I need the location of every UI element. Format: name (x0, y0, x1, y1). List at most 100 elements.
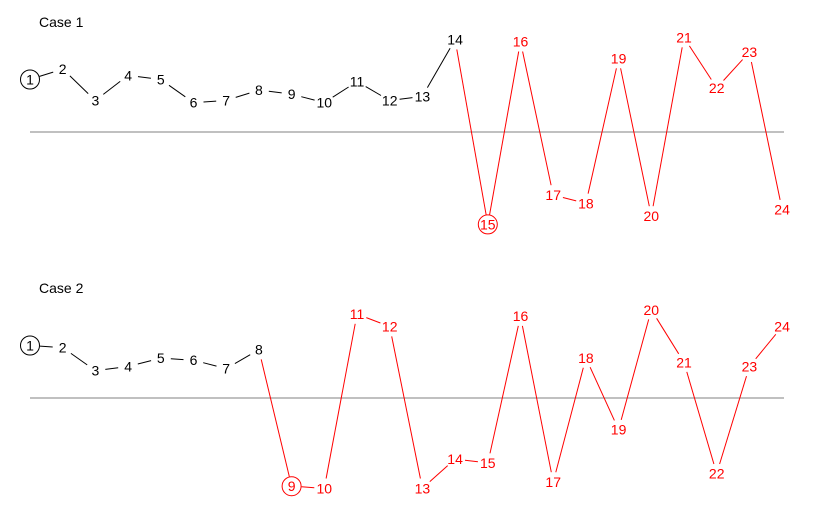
point-label-20: 20 (644, 208, 660, 224)
point-label-15: 15 (480, 455, 496, 471)
point-label-20: 20 (644, 302, 660, 318)
point-label-3: 3 (92, 93, 100, 109)
segment-14-15 (456, 49, 487, 215)
segment-20-21 (652, 47, 683, 207)
segment-23-24 (755, 333, 777, 360)
case-2-segments (39, 317, 777, 489)
point-label-16: 16 (513, 34, 529, 50)
point-label-11: 11 (350, 74, 365, 90)
point-label-12: 12 (382, 319, 398, 335)
point-label-10: 10 (317, 480, 333, 496)
point-label-4: 4 (124, 359, 132, 375)
point-label-12: 12 (382, 93, 398, 109)
point-label-17: 17 (545, 187, 561, 203)
point-circle-9 (281, 476, 302, 497)
point-label-22: 22 (709, 466, 725, 482)
point-label-24: 24 (774, 202, 790, 218)
segment-5-6 (168, 84, 186, 98)
case-1-title: Case 1 (39, 14, 84, 30)
point-label-17: 17 (545, 474, 561, 490)
segment-15-16 (489, 51, 520, 215)
point-label-7: 7 (222, 361, 230, 377)
segment-23-24 (750, 61, 781, 201)
segment-2-3 (69, 75, 89, 94)
point-label-9: 9 (288, 86, 296, 102)
point-label-3: 3 (92, 363, 100, 379)
case-1-segments (39, 45, 781, 215)
point-label-13: 13 (415, 88, 431, 104)
point-label-14: 14 (447, 451, 463, 467)
point-label-19: 19 (611, 51, 627, 67)
point-label-23: 23 (742, 359, 758, 375)
point-label-2: 2 (59, 340, 67, 356)
segment-1-2 (39, 345, 53, 348)
point-label-16: 16 (513, 308, 529, 324)
point-label-8: 8 (255, 342, 263, 358)
point-label-10: 10 (317, 95, 333, 111)
point-circle-15 (477, 214, 498, 235)
segment-2-3 (70, 352, 88, 366)
segment-10-11 (332, 86, 349, 98)
point-label-14: 14 (447, 32, 463, 48)
point-label-18: 18 (578, 195, 594, 211)
segment-19-20 (620, 68, 650, 207)
segment-19-20 (620, 319, 650, 421)
point-label-23: 23 (742, 44, 758, 60)
point-label-2: 2 (59, 61, 67, 77)
segment-22-23 (719, 375, 747, 465)
segment-18-19 (587, 68, 617, 194)
point-label-1: 1 (26, 72, 34, 88)
point-label-6: 6 (190, 95, 198, 111)
segment-13-14 (426, 48, 451, 88)
segment-7-8 (234, 354, 251, 365)
segment-9-10 (301, 96, 315, 101)
point-label-15: 15 (480, 216, 496, 232)
segment-3-4 (105, 367, 119, 370)
segment-17-18 (555, 367, 584, 473)
point-label-11: 11 (350, 306, 365, 322)
segment-11-12 (365, 86, 382, 96)
point-label-5: 5 (157, 350, 165, 366)
segment-21-22 (688, 45, 712, 80)
point-label-21: 21 (676, 354, 692, 370)
segment-12-13 (399, 97, 413, 100)
segment-20-21 (656, 318, 680, 355)
point-label-21: 21 (676, 30, 692, 46)
segment-3-4 (102, 81, 121, 95)
segment-12-13 (391, 336, 421, 479)
segment-7-8 (235, 92, 250, 98)
segment-18-19 (589, 366, 615, 421)
segment-14-15 (464, 459, 478, 463)
point-label-7: 7 (222, 93, 230, 109)
point-label-9: 9 (288, 478, 296, 494)
segment-8-9 (268, 90, 282, 94)
segment-22-23 (723, 59, 743, 81)
point-label-13: 13 (415, 480, 431, 496)
point-label-5: 5 (157, 72, 165, 88)
point-label-24: 24 (774, 319, 790, 335)
point-circle-1 (20, 335, 40, 356)
segment-17-18 (562, 197, 577, 202)
point-label-18: 18 (578, 350, 594, 366)
point-label-19: 19 (611, 422, 627, 438)
segment-6-7 (203, 362, 217, 367)
segment-21-22 (686, 371, 715, 465)
segment-11-12 (366, 317, 381, 324)
segment-15-16 (489, 325, 519, 454)
segment-6-7 (203, 100, 217, 103)
segment-4-5 (137, 360, 152, 365)
segment-16-17 (521, 325, 552, 473)
segment-9-10 (301, 486, 315, 489)
segment-13-14 (429, 465, 449, 482)
segment-5-6 (170, 358, 184, 361)
segment-8-9 (260, 359, 290, 477)
point-label-1: 1 (26, 338, 34, 354)
segment-4-5 (137, 76, 151, 79)
point-circle-1 (20, 69, 40, 90)
segment-1-2 (39, 71, 54, 77)
case-2-title: Case 2 (39, 280, 84, 296)
